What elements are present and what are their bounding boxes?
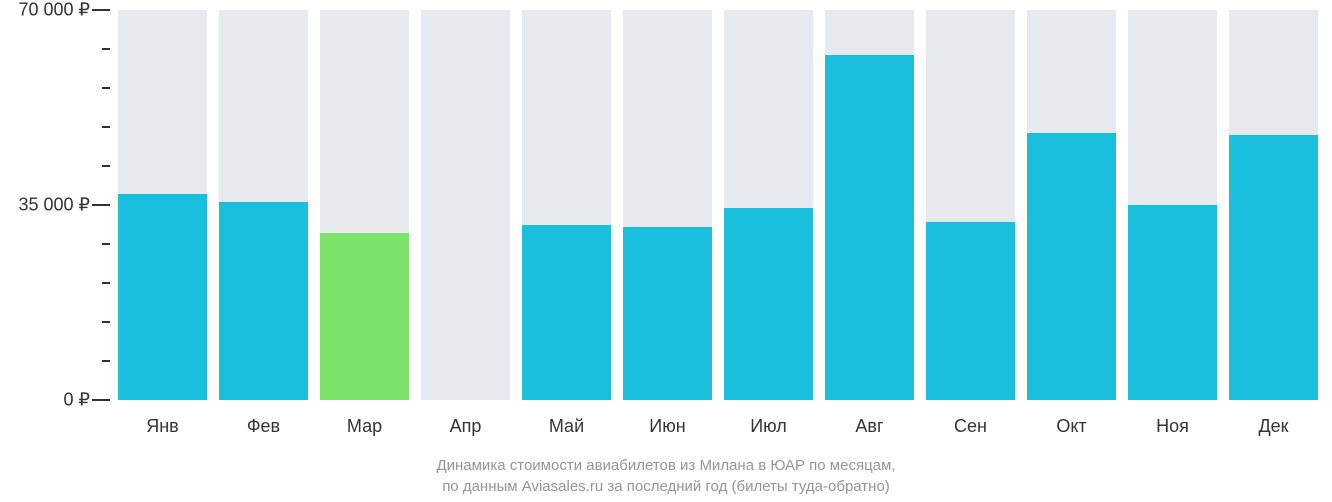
- caption-line-2: по данным Aviasales.ru за последний год …: [0, 476, 1332, 497]
- y-tick-minor: [102, 243, 110, 245]
- y-tick-minor: [102, 165, 110, 167]
- bar-slot: [118, 10, 207, 400]
- y-axis: 0 ₽ 35 000 ₽ 70 000 ₽: [0, 0, 110, 410]
- y-tick-major: [92, 399, 110, 401]
- bar-slot: [421, 10, 510, 400]
- y-tick-minor: [102, 321, 110, 323]
- y-tick-minor: [102, 87, 110, 89]
- bar: [118, 194, 207, 400]
- bar-slot: [724, 10, 813, 400]
- bar: [522, 225, 611, 401]
- bar: [926, 222, 1015, 400]
- bar: [724, 208, 813, 400]
- bar: [1027, 133, 1116, 400]
- bar-slot: [1229, 10, 1318, 400]
- x-axis-label: Апр: [421, 410, 510, 437]
- y-tick-major: [92, 204, 110, 206]
- x-axis-label: Авг: [825, 410, 914, 437]
- plot-area: [118, 10, 1318, 400]
- bar: [219, 202, 308, 400]
- price-chart: 0 ₽ 35 000 ₽ 70 000 ₽ Янв Фев Мар Апр Май Июн Ию…: [0, 0, 1332, 502]
- x-axis-label: Май: [522, 410, 611, 437]
- bar: [320, 233, 409, 400]
- bar-slot: [825, 10, 914, 400]
- bar: [1229, 135, 1318, 400]
- bar-slot: [1128, 10, 1217, 400]
- bar-slot: [926, 10, 1015, 400]
- bar-slot: [219, 10, 308, 400]
- y-tick-minor: [102, 48, 110, 50]
- y-tick-major: [92, 9, 110, 11]
- x-axis: Янв Фев Мар Апр Май Июн Июл Авг Сен Окт Ноя Дек: [118, 410, 1318, 437]
- x-axis-label: Июн: [623, 410, 712, 437]
- bar-slot: [320, 10, 409, 400]
- bar-slot: [623, 10, 712, 400]
- y-axis-label: 35 000 ₽: [18, 195, 90, 216]
- x-axis-label: Сен: [926, 410, 1015, 437]
- bar-slot: [522, 10, 611, 400]
- bar: [1128, 205, 1217, 400]
- bar: [623, 227, 712, 400]
- y-tick-minor: [102, 126, 110, 128]
- caption-line-1: Динамика стоимости авиабилетов из Милана…: [0, 455, 1332, 476]
- y-tick-minor: [102, 360, 110, 362]
- bar: [825, 55, 914, 400]
- x-axis-label: Фев: [219, 410, 308, 437]
- x-axis-label: Мар: [320, 410, 409, 437]
- y-axis-label: 70 000 ₽: [18, 0, 90, 21]
- x-axis-label: Янв: [118, 410, 207, 437]
- x-axis-label: Ноя: [1128, 410, 1217, 437]
- x-axis-label: Окт: [1027, 410, 1116, 437]
- x-axis-label: Дек: [1229, 410, 1318, 437]
- y-axis-label: 0 ₽: [64, 390, 90, 411]
- chart-caption: Динамика стоимости авиабилетов из Милана…: [0, 455, 1332, 497]
- bar-slot: [1027, 10, 1116, 400]
- x-axis-label: Июл: [724, 410, 813, 437]
- y-tick-minor: [102, 282, 110, 284]
